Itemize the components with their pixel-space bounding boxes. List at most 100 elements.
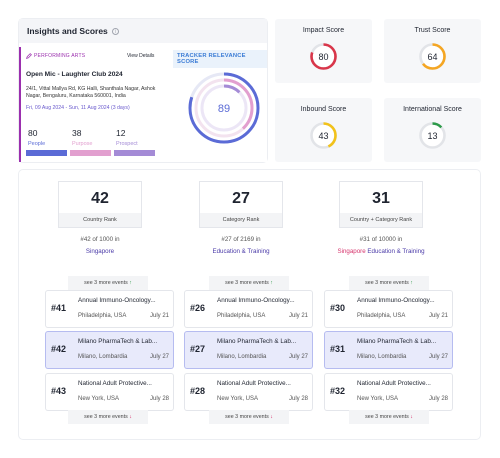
rank-scope-primary[interactable]: Singapore [85,248,115,255]
see-more-label: see 3 more events [84,414,128,420]
event-date: July 28 [428,396,448,402]
event-row[interactable]: #43 National Adult Protective... New Yor… [46,374,173,410]
event-name: Annual Immuno-Oncology... [78,297,156,304]
event-row[interactable]: #30 Annual Immuno-Oncology... Philadelph… [325,291,452,327]
score-gauge: 64 [419,43,446,70]
event-title: Open Mic - Laughter Club 2024 [26,71,123,78]
event-location: New York, USA [217,396,259,402]
event-address: 24/1, Vittal Mallya Rd, KG Halli, Shanth… [26,86,156,99]
score-title: Trust Score [414,27,451,34]
see-more-label: see 3 more events [225,414,269,420]
insights-title: Insights and Scores [27,26,108,36]
relevance-score: 89 [218,103,230,115]
event-name: National Adult Protective... [217,380,291,387]
event-location: Philadelphia, USA [217,313,266,319]
stat-label: Prospect [116,141,138,147]
event-date: July 27 [149,354,169,360]
stat-bar [114,150,155,156]
event-name: Milano PharmaTech & Lab... [78,338,158,345]
pen-icon [26,53,32,59]
event-row[interactable]: #32 National Adult Protective... New Yor… [325,374,452,410]
country-rank-box: 42 Country Rank [59,182,141,227]
see-more-bottom-button[interactable]: see 3 more events ↓ [349,410,429,424]
rank-panel: 42 Country Rank #42 of 1000 in Singapore… [19,170,480,439]
stat-prospect: 12 Prospect [114,128,158,156]
event-category: PERFORMING ARTS [26,53,85,59]
event-location: New York, USA [78,396,120,402]
score-title: Impact Score [302,27,345,34]
stat-bar [26,150,67,156]
see-more-bottom-button[interactable]: see 3 more events ↓ [209,410,289,424]
score-value: 13 [427,131,437,141]
arrow-down-icon: ↓ [129,414,132,420]
view-details-link[interactable]: View Details [127,53,155,59]
insights-header: Insights and Scores i [19,19,267,43]
tracker-relevance-badge: TRACKER RELEVANCE SCORE [173,50,267,68]
event-rank: #42 [51,344,67,354]
rank-of-text: #42 of 1000 in [80,236,120,243]
see-more-top-button[interactable]: see 3 more events ↑ [68,276,148,290]
event-name: Milano PharmaTech & Lab... [357,338,437,345]
inbound-score-card: Inbound Score 43 [275,98,372,162]
see-more-top-button[interactable]: see 3 more events ↑ [209,276,289,290]
event-location: Philadelphia, USA [357,313,406,319]
see-more-label: see 3 more events [365,414,409,420]
score-gauge: 43 [310,122,337,149]
see-more-label: see 3 more events [365,280,409,286]
event-row[interactable]: #28 National Adult Protective... New Yor… [185,374,312,410]
trust-score-card: Trust Score 64 [384,19,481,83]
rank-scope-primary[interactable]: Singapore [337,248,366,255]
rank-scope: Singapore [50,248,150,255]
rank-value: 42 [91,190,109,207]
international-score-card: International Score 13 [384,98,481,162]
event-date: July 21 [149,313,169,319]
event-name: Annual Immuno-Oncology... [217,297,295,304]
stat-value: 12 [116,128,126,138]
event-row[interactable]: #41 Annual Immuno-Oncology... Philadelph… [46,291,173,327]
rank-scope-secondary[interactable]: Education & Training [365,248,425,255]
event-row-current[interactable]: #31 Milano PharmaTech & Lab... Milano, L… [325,332,452,368]
stat-label: People [28,141,46,147]
arrow-up-icon: ↑ [129,280,132,286]
event-name: National Adult Protective... [357,380,431,387]
score-title: International Score [403,106,462,113]
event-name: Milano PharmaTech & Lab... [217,338,297,345]
event-date: July 21 [288,313,308,319]
event-date: July 27 [428,354,448,360]
score-gauge: 80 [310,43,337,70]
rank-of-text: #31 of 10000 in [359,236,403,243]
event-date: July 27 [288,354,308,360]
arrow-down-icon: ↓ [410,414,413,420]
see-more-bottom-button[interactable]: see 3 more events ↓ [68,410,148,424]
event-location: Milano, Lombardia [357,354,407,360]
event-location: New York, USA [357,396,399,402]
event-location: Milano, Lombardia [78,354,128,360]
event-date: July 21 [428,313,448,319]
event-rank: #41 [51,303,67,313]
event-rank: #30 [330,303,346,313]
rank-label: Country + Category Rank [340,213,422,227]
stat-value: 80 [28,128,38,138]
event-row[interactable]: #26 Annual Immuno-Oncology... Philadelph… [185,291,312,327]
event-name: Annual Immuno-Oncology... [357,297,435,304]
category-rank-box: 27 Category Rank [200,182,282,227]
stat-purpose: 38 Purpose [70,128,114,156]
event-row-current[interactable]: #42 Milano PharmaTech & Lab... Milano, L… [46,332,173,368]
see-more-top-button[interactable]: see 3 more events ↑ [349,276,429,290]
impact-score-card: Impact Score 80 [275,19,372,83]
ring-people [188,72,260,144]
score-value: 43 [318,131,328,141]
ring-purpose [194,78,254,138]
info-icon[interactable]: i [111,27,119,35]
rank-scope-primary[interactable]: Education & Training [212,248,270,255]
category-label: PERFORMING ARTS [34,53,86,59]
ring-prospect [200,84,248,132]
event-location: Milano, Lombardia [217,354,267,360]
see-more-label: see 3 more events [84,280,128,286]
rank-label: Category Rank [200,213,282,227]
stat-value: 38 [72,128,82,138]
event-dates: Fri, 09 Aug 2024 - Sun, 11 Aug 2024 (3 d… [26,105,130,111]
event-location: Philadelphia, USA [78,313,127,319]
score-gauge: 13 [419,122,446,149]
event-row-current[interactable]: #27 Milano PharmaTech & Lab... Milano, L… [185,332,312,368]
